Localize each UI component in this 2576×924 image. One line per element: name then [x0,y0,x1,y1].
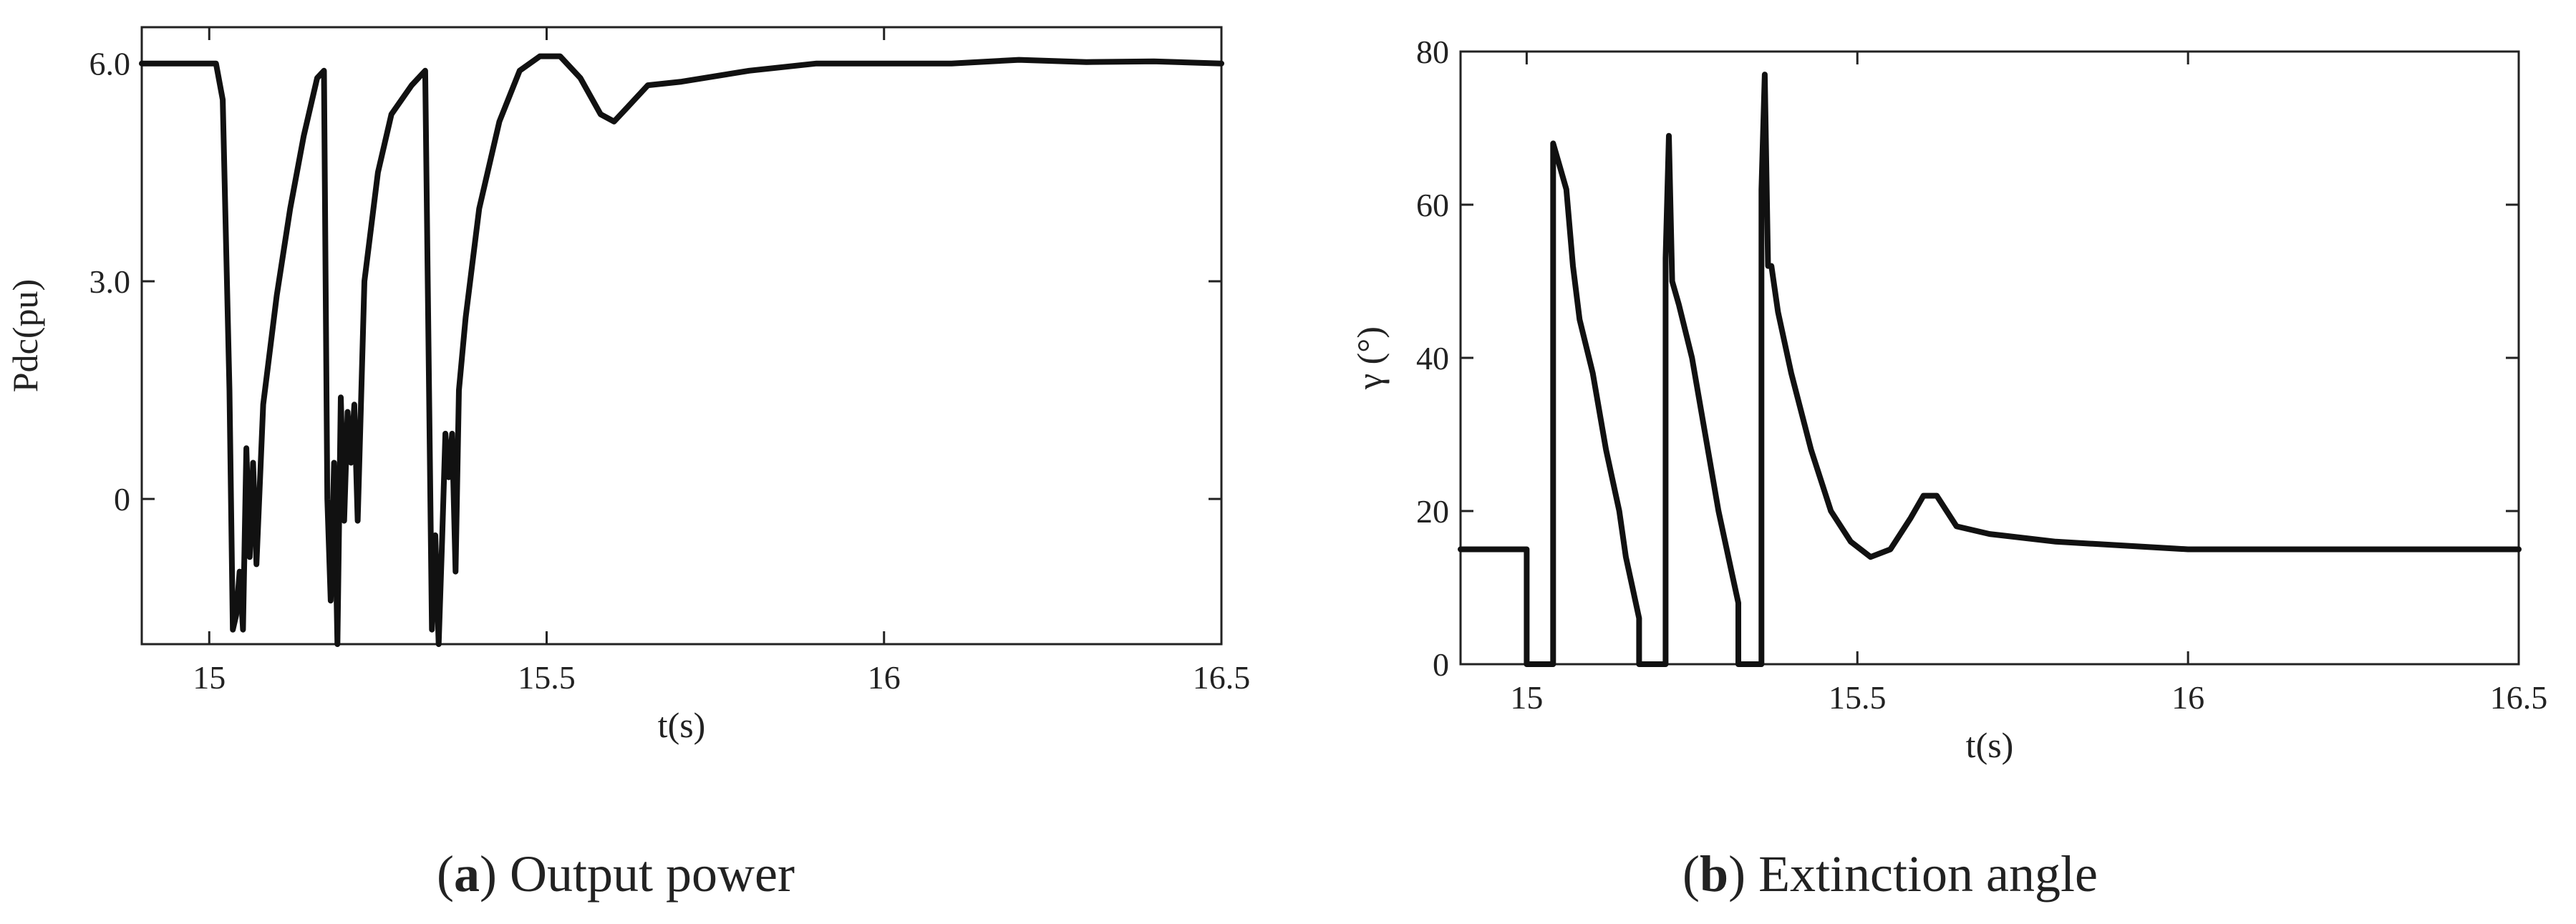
panel-caption: (b) Extinction angle [1682,845,2098,903]
y-tick-label: 20 [1416,493,1449,530]
y-tick-label: 40 [1416,340,1449,376]
caption-letter: a [454,845,480,903]
x-tick-label: 16 [868,659,901,696]
caption-letter: b [1700,845,1728,903]
y-axis-label: Pdc(pu) [5,279,45,392]
caption-text: Output power [510,845,795,903]
plot-frame [1459,50,2520,666]
x-tick-label: 16.5 [2490,679,2548,716]
panel-output-power: 15 15.5 16 16.5 0 3.0 6.0 t(s) Pdc(pu) (a) Output… [5,26,1251,903]
x-tick-label: 15 [1510,679,1543,716]
y-tick-label: 0 [1433,646,1449,683]
caption-text: Extinction angle [1758,845,2098,903]
series-line-0 [139,53,1224,647]
y-tick-label: 80 [1416,34,1449,70]
y-tick-label: 60 [1416,187,1449,223]
x-axis-label: t(s) [1966,725,2014,765]
x-tick-label: 15 [193,659,226,696]
y-tick-label: 6.0 [89,46,131,82]
y-tick-label: 0 [114,481,130,517]
x-tick-label: 15.5 [1829,679,1887,716]
series-line-0 [1458,72,2522,667]
x-tick-label: 16 [2171,679,2204,716]
x-tick-label: 15.5 [518,659,576,696]
x-axis-label: t(s) [658,705,706,745]
y-axis-label: γ (°) [1350,326,1390,390]
x-tick-label: 16.5 [1193,659,1251,696]
panel-caption: (a) Output power [437,845,795,903]
y-tick-label: 3.0 [89,263,131,300]
panel-extinction-angle: 15 15.5 16 16.5 0 20 40 60 80 t(s) γ (°) (b) Extinc… [1350,34,2547,903]
plot-frame [140,26,1223,646]
